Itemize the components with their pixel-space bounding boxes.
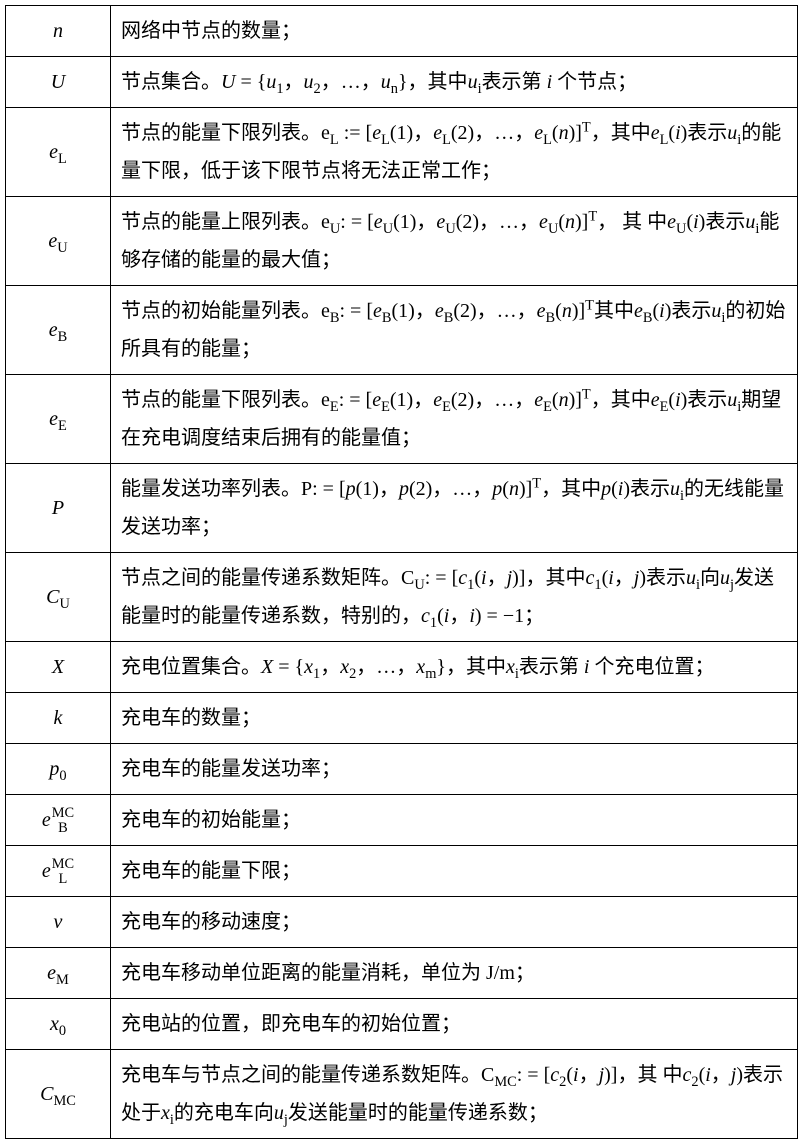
table-row: eU节点的能量上限列表。eU: = [eU(1)，eU(2)，…，eU(n)]T… — [6, 197, 798, 286]
description-cell: 网络中节点的数量； — [111, 6, 798, 57]
table-row: x0充电站的位置，即充电车的初始位置； — [6, 999, 798, 1050]
table-row: p0充电车的能量发送功率； — [6, 744, 798, 795]
table-row: eMCL充电车的能量下限； — [6, 846, 798, 897]
table-row: U节点集合。U = {u1，u2，…，un}，其中ui表示第 i 个节点； — [6, 57, 798, 108]
table-row: k充电车的数量； — [6, 693, 798, 744]
symbol-cell: eM — [6, 948, 111, 999]
description-cell: 充电车的数量； — [111, 693, 798, 744]
symbol-cell: v — [6, 897, 111, 948]
description-cell: 充电位置集合。X = {x1，x2，…，xm}，其中xi表示第 i 个充电位置； — [111, 642, 798, 693]
symbol-cell: P — [6, 464, 111, 553]
table-row: CMC充电车与节点之间的能量传递系数矩阵。CMC: = [c2(i，j)]，其 … — [6, 1050, 798, 1139]
description-cell: 节点集合。U = {u1，u2，…，un}，其中ui表示第 i 个节点； — [111, 57, 798, 108]
table-row: eL节点的能量下限列表。eL := [eL(1)，eL(2)，…，eL(n)]T… — [6, 108, 798, 197]
table-row: eE节点的能量下限列表。eE: = [eE(1)，eE(2)，…，eE(n)]T… — [6, 375, 798, 464]
table-row: eMCB充电车的初始能量； — [6, 795, 798, 846]
description-cell: 充电车的初始能量； — [111, 795, 798, 846]
symbol-cell: CMC — [6, 1050, 111, 1139]
table-row: n网络中节点的数量； — [6, 6, 798, 57]
symbol-cell: eE — [6, 375, 111, 464]
description-cell: 节点的能量下限列表。eL := [eL(1)，eL(2)，…，eL(n)]T，其… — [111, 108, 798, 197]
description-cell: 充电车的能量发送功率； — [111, 744, 798, 795]
symbol-cell: X — [6, 642, 111, 693]
description-cell: 节点的初始能量列表。eB: = [eB(1)，eB(2)，…，eB(n)]T其中… — [111, 286, 798, 375]
table-row: v充电车的移动速度； — [6, 897, 798, 948]
description-cell: 能量发送功率列表。P: = [p(1)，p(2)，…，p(n)]T，其中p(i)… — [111, 464, 798, 553]
description-cell: 充电车移动单位距离的能量消耗，单位为 J/m； — [111, 948, 798, 999]
notation-table-body: n网络中节点的数量；U节点集合。U = {u1，u2，…，un}，其中ui表示第… — [6, 6, 798, 1139]
table-row: P能量发送功率列表。P: = [p(1)，p(2)，…，p(n)]T，其中p(i… — [6, 464, 798, 553]
description-cell: 充电车的能量下限； — [111, 846, 798, 897]
notation-table: n网络中节点的数量；U节点集合。U = {u1，u2，…，un}，其中ui表示第… — [5, 5, 798, 1139]
symbol-cell: n — [6, 6, 111, 57]
symbol-cell: eU — [6, 197, 111, 286]
table-row: eM充电车移动单位距离的能量消耗，单位为 J/m； — [6, 948, 798, 999]
description-cell: 节点的能量下限列表。eE: = [eE(1)，eE(2)，…，eE(n)]T，其… — [111, 375, 798, 464]
table-row: eB节点的初始能量列表。eB: = [eB(1)，eB(2)，…，eB(n)]T… — [6, 286, 798, 375]
description-cell: 节点之间的能量传递系数矩阵。CU: = [c1(i，j)]，其中c1(i，j)表… — [111, 553, 798, 642]
symbol-cell: eB — [6, 286, 111, 375]
description-cell: 充电车与节点之间的能量传递系数矩阵。CMC: = [c2(i，j)]，其 中c2… — [111, 1050, 798, 1139]
symbol-cell: p0 — [6, 744, 111, 795]
description-cell: 节点的能量上限列表。eU: = [eU(1)，eU(2)，…，eU(n)]T， … — [111, 197, 798, 286]
symbol-cell: x0 — [6, 999, 111, 1050]
table-row: X充电位置集合。X = {x1，x2，…，xm}，其中xi表示第 i 个充电位置… — [6, 642, 798, 693]
symbol-cell: CU — [6, 553, 111, 642]
symbol-cell: eL — [6, 108, 111, 197]
description-cell: 充电车的移动速度； — [111, 897, 798, 948]
symbol-cell: eMCL — [6, 846, 111, 897]
symbol-cell: eMCB — [6, 795, 111, 846]
table-row: CU节点之间的能量传递系数矩阵。CU: = [c1(i，j)]，其中c1(i，j… — [6, 553, 798, 642]
symbol-cell: U — [6, 57, 111, 108]
symbol-cell: k — [6, 693, 111, 744]
description-cell: 充电站的位置，即充电车的初始位置； — [111, 999, 798, 1050]
